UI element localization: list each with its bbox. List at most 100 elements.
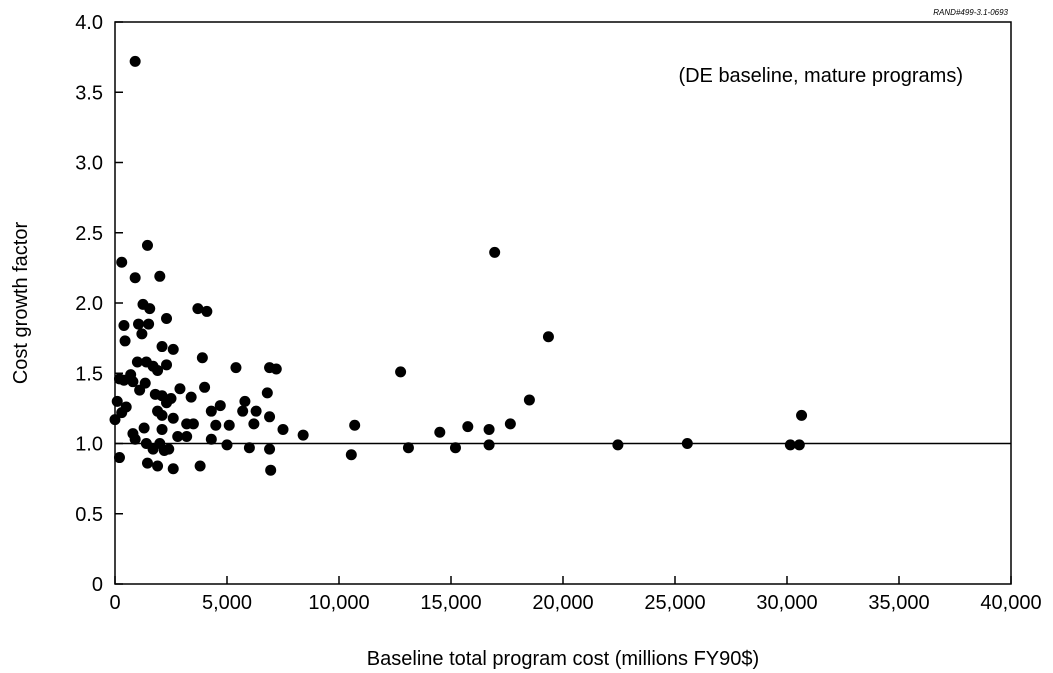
data-point [230,362,242,374]
data-point [156,423,168,435]
data-point [161,397,173,409]
data-point [161,359,173,371]
y-tick-label: 2.5 [75,223,103,245]
data-point [265,464,277,476]
data-point [129,272,141,284]
data-point [542,331,554,343]
data-points [109,55,808,476]
x-tick-label: 25,000 [644,592,705,614]
data-point [449,442,461,454]
data-point [205,433,217,445]
y-tick-label: 0 [92,574,103,596]
data-point [250,405,262,417]
data-point [116,407,128,419]
data-point [345,449,357,461]
data-point [192,303,204,315]
data-point [129,433,141,445]
data-point [796,409,808,421]
data-point [134,384,146,396]
data-point [154,270,166,282]
data-point [172,430,184,442]
x-tick-label: 15,000 [420,592,481,614]
x-tick-label: 10,000 [308,592,369,614]
data-point [194,460,206,472]
data-point [483,439,495,451]
data-point [248,418,260,430]
data-point [127,376,139,388]
data-point [199,381,211,393]
data-point [434,426,446,438]
data-point [119,335,131,347]
x-tick-label: 0 [109,592,120,614]
data-point [402,442,414,454]
data-point [612,439,624,451]
y-axis-ticks: 0 0.5 1.0 1.5 2.0 2.5 3.0 3.5 4.0 [75,12,123,596]
data-point [133,318,145,330]
plot-area-frame [114,21,1012,585]
data-point [201,305,213,317]
data-point [167,343,179,355]
data-point [141,239,153,251]
data-point [143,318,155,330]
y-tick-label: 1.5 [75,363,103,385]
data-point [196,352,208,364]
data-point [158,445,170,457]
data-point [141,457,153,469]
data-point [349,419,361,431]
x-tick-label: 35,000 [868,592,929,614]
data-point [116,256,128,268]
data-point [152,460,164,472]
data-point [523,394,535,406]
data-point [167,412,179,424]
y-axis-title: Cost growth factor [10,222,32,385]
data-point [138,422,150,434]
data-point [793,439,805,451]
data-point [156,409,168,421]
x-tick-label: 5,000 [202,592,252,614]
data-point [210,419,222,431]
data-point [237,405,249,417]
data-point [214,400,226,412]
data-point [118,319,130,331]
data-point [147,443,159,455]
y-tick-label: 3.0 [75,153,103,175]
x-axis-title: Baseline total program cost (millions FY… [367,648,759,670]
data-point [174,383,186,395]
data-point [181,430,193,442]
plot-annotation: (DE baseline, mature programs) [678,65,963,87]
data-point [264,411,276,423]
data-point [111,395,123,407]
data-point [118,374,130,386]
data-point [223,419,235,431]
data-point [144,303,156,315]
data-point [109,414,121,426]
x-tick-label: 40,000 [980,592,1041,614]
data-point [205,405,217,417]
data-point [681,438,693,449]
y-tick-label: 3.5 [75,82,103,104]
reference-code: RAND#499-3.1-0693 [933,8,1008,17]
data-point [152,364,164,376]
x-axis-ticks: 0 5,000 10,000 15,000 20,000 25,000 30,000 35,0… [109,576,1042,614]
data-point [261,387,273,399]
data-point [489,246,501,258]
y-tick-label: 1.0 [75,434,103,456]
data-point [243,442,255,454]
y-tick-label: 0.5 [75,504,103,526]
data-point [297,429,309,441]
data-point [129,55,141,67]
data-point [395,366,407,378]
x-tick-label: 30,000 [756,592,817,614]
y-tick-label: 4.0 [75,12,103,34]
data-point [136,328,148,340]
data-point [187,418,199,430]
data-point [161,312,173,324]
data-point [264,443,276,455]
y-tick-label: 2.0 [75,293,103,315]
data-point [462,421,474,433]
data-point [239,395,251,407]
x-tick-label: 20,000 [532,592,593,614]
data-point [113,452,125,464]
data-point [131,356,143,368]
